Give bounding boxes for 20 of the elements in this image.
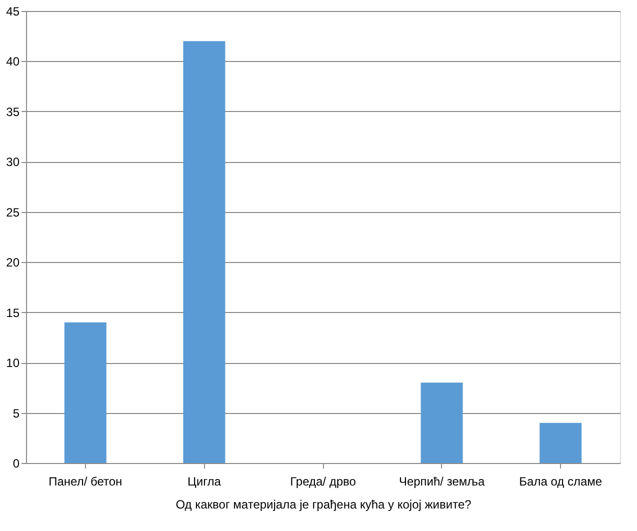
y-tick-label: 0 [12, 456, 20, 470]
x-tick-label: Бала од сламе [519, 474, 602, 488]
y-tick-label: 45 [6, 4, 20, 18]
x-tick-label: Греда/ дрво [290, 474, 356, 488]
y-tick-label: 15 [6, 306, 20, 320]
y-tick-label: 40 [6, 54, 20, 69]
y-tick-label: 30 [6, 155, 20, 170]
x-tick-label: Цигла [188, 474, 222, 488]
x-axis-title: Од каквог материјала је грађена кућа у којој живите? [176, 498, 472, 512]
y-tick-label: 20 [6, 256, 20, 270]
y-tick-label: 5 [12, 406, 20, 420]
bar [540, 422, 582, 463]
bar [420, 382, 463, 463]
x-tick-label: Черпић/ земља [398, 474, 485, 488]
bar [183, 41, 226, 463]
bar [64, 322, 106, 463]
x-tick-label: Панел/ бетон [48, 474, 122, 488]
y-tick-label: 35 [6, 104, 20, 119]
y-tick-label: 25 [6, 205, 20, 220]
y-tick-label: 10 [6, 356, 20, 370]
